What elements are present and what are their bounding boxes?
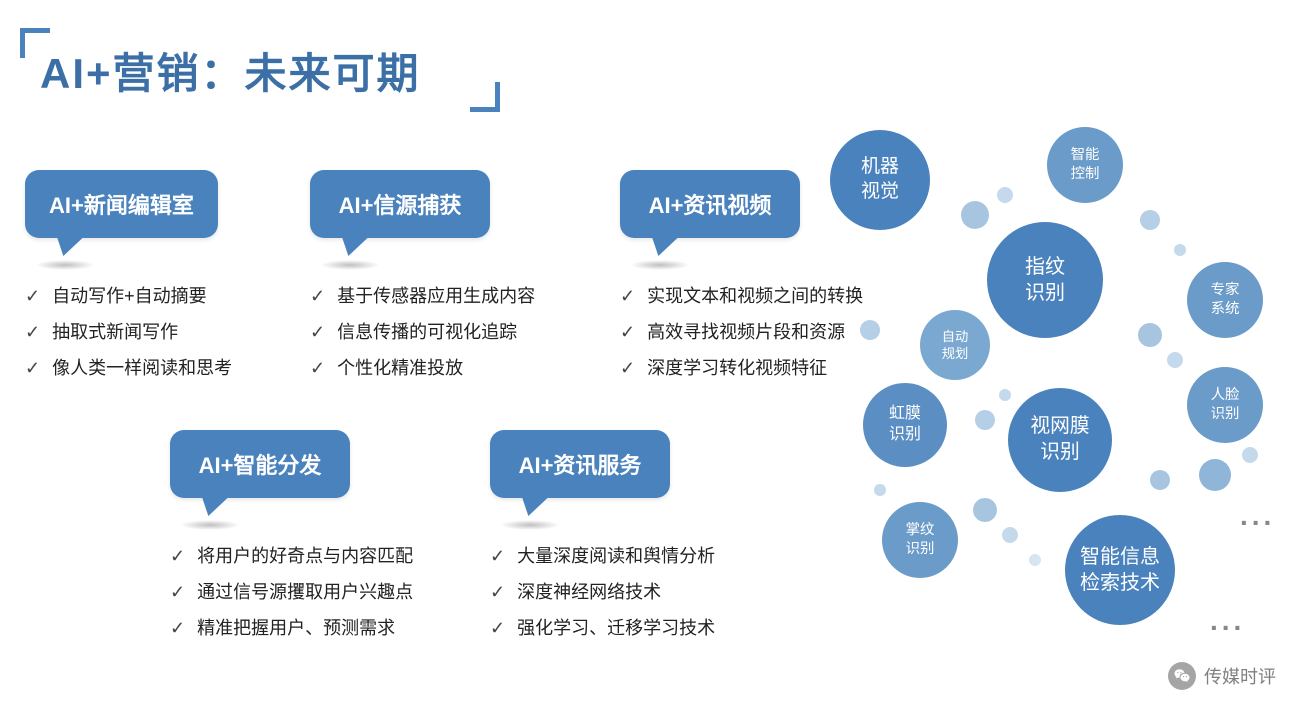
card-bubble: AI+信源捕获	[310, 170, 490, 238]
checklist-item: 大量深度阅读和舆情分析	[490, 538, 715, 574]
card-info-service: AI+资讯服务大量深度阅读和舆情分析深度神经网络技术强化学习、迁移学习技术	[490, 430, 715, 646]
card-bubble: AI+新闻编辑室	[25, 170, 218, 238]
network-node-info-retrieval: 智能信息 检索技术	[1065, 515, 1175, 625]
network-node-iris: 虹膜 识别	[863, 383, 947, 467]
decor-circle	[973, 498, 997, 522]
network-node-label: 智能信息 检索技术	[1080, 544, 1160, 596]
checklist-item: 个性化精准投放	[310, 350, 535, 386]
card-source-capture: AI+信源捕获基于传感器应用生成内容信息传播的可视化追踪个性化精准投放	[310, 170, 535, 386]
network-node-label: 专家 系统	[1211, 281, 1240, 319]
page-title: AI+营销：未来可期	[30, 40, 431, 101]
network-node-label: 指纹 识别	[1025, 254, 1065, 306]
network-node-smart-control: 智能 控制	[1047, 127, 1123, 203]
card-video: AI+资讯视频实现文本和视频之间的转换高效寻找视频片段和资源深度学习转化视频特征	[620, 170, 863, 386]
bubble-shadow	[320, 260, 380, 270]
network-node-palm: 掌纹 识别	[882, 502, 958, 578]
decor-circle	[1029, 554, 1041, 566]
title-bracket-bottom-right	[470, 82, 500, 112]
network-node-label: 机器 视觉	[861, 155, 899, 204]
card-checklist: 将用户的好奇点与内容匹配通过信号源攫取用户兴趣点精准把握用户、预测需求	[170, 538, 413, 646]
bubble-shadow	[180, 520, 240, 530]
network-node-label: 虹膜 识别	[889, 404, 921, 445]
bubble-shadow	[35, 260, 95, 270]
checklist-item: 通过信号源攫取用户兴趣点	[170, 574, 413, 610]
bubble-shadow	[630, 260, 690, 270]
network-node-label: 自动 规划	[942, 328, 969, 363]
decor-circle	[1242, 447, 1258, 463]
watermark: 传媒时评	[1168, 662, 1276, 690]
network-node-label: 人脸 识别	[1211, 386, 1240, 424]
decor-circle	[1138, 323, 1162, 347]
checklist-item: 信息传播的可视化追踪	[310, 314, 535, 350]
network-node-face: 人脸 识别	[1187, 367, 1263, 443]
network-node-retina: 视网膜 识别	[1008, 388, 1112, 492]
network-node-label: 掌纹 识别	[906, 521, 935, 559]
card-checklist: 大量深度阅读和舆情分析深度神经网络技术强化学习、迁移学习技术	[490, 538, 715, 646]
network-node-expert-system: 专家 系统	[1187, 262, 1263, 338]
card-checklist: 自动写作+自动摘要抽取式新闻写作像人类一样阅读和思考	[25, 278, 232, 386]
checklist-item: 抽取式新闻写作	[25, 314, 232, 350]
decor-circle	[860, 320, 880, 340]
watermark-text: 传媒时评	[1204, 663, 1276, 689]
network-node-fingerprint: 指纹 识别	[987, 222, 1103, 338]
decor-circle	[997, 187, 1013, 203]
checklist-item: 高效寻找视频片段和资源	[620, 314, 863, 350]
decor-circle	[1174, 244, 1186, 256]
decor-circle	[1199, 459, 1231, 491]
ellipsis-icon: ...	[1210, 605, 1245, 637]
network-node-auto-plan: 自动 规划	[920, 310, 990, 380]
decor-circle	[1002, 527, 1018, 543]
checklist-item: 精准把握用户、预测需求	[170, 610, 413, 646]
network-node-machine-vision: 机器 视觉	[830, 130, 930, 230]
card-smart-dist: AI+智能分发将用户的好奇点与内容匹配通过信号源攫取用户兴趣点精准把握用户、预测…	[170, 430, 413, 646]
wechat-icon	[1168, 662, 1196, 690]
card-bubble: AI+资讯服务	[490, 430, 670, 498]
decor-circle	[1140, 210, 1160, 230]
checklist-item: 深度学习转化视频特征	[620, 350, 863, 386]
network-node-label: 视网膜 识别	[1030, 414, 1089, 465]
decor-circle	[961, 201, 989, 229]
checklist-item: 强化学习、迁移学习技术	[490, 610, 715, 646]
card-checklist: 实现文本和视频之间的转换高效寻找视频片段和资源深度学习转化视频特征	[620, 278, 863, 386]
checklist-item: 自动写作+自动摘要	[25, 278, 232, 314]
checklist-item: 深度神经网络技术	[490, 574, 715, 610]
decor-circle	[975, 410, 995, 430]
checklist-item: 实现文本和视频之间的转换	[620, 278, 863, 314]
card-newsroom: AI+新闻编辑室自动写作+自动摘要抽取式新闻写作像人类一样阅读和思考	[25, 170, 232, 386]
decor-circle	[999, 389, 1011, 401]
card-checklist: 基于传感器应用生成内容信息传播的可视化追踪个性化精准投放	[310, 278, 535, 386]
bubble-shadow	[500, 520, 560, 530]
decor-circle	[874, 484, 886, 496]
card-bubble: AI+资讯视频	[620, 170, 800, 238]
checklist-item: 像人类一样阅读和思考	[25, 350, 232, 386]
checklist-item: 将用户的好奇点与内容匹配	[170, 538, 413, 574]
decor-circle	[1167, 352, 1183, 368]
card-bubble: AI+智能分发	[170, 430, 350, 498]
decor-circle	[1150, 470, 1170, 490]
checklist-item: 基于传感器应用生成内容	[310, 278, 535, 314]
ellipsis-icon: ...	[1240, 500, 1275, 532]
network-node-label: 智能 控制	[1071, 146, 1100, 184]
